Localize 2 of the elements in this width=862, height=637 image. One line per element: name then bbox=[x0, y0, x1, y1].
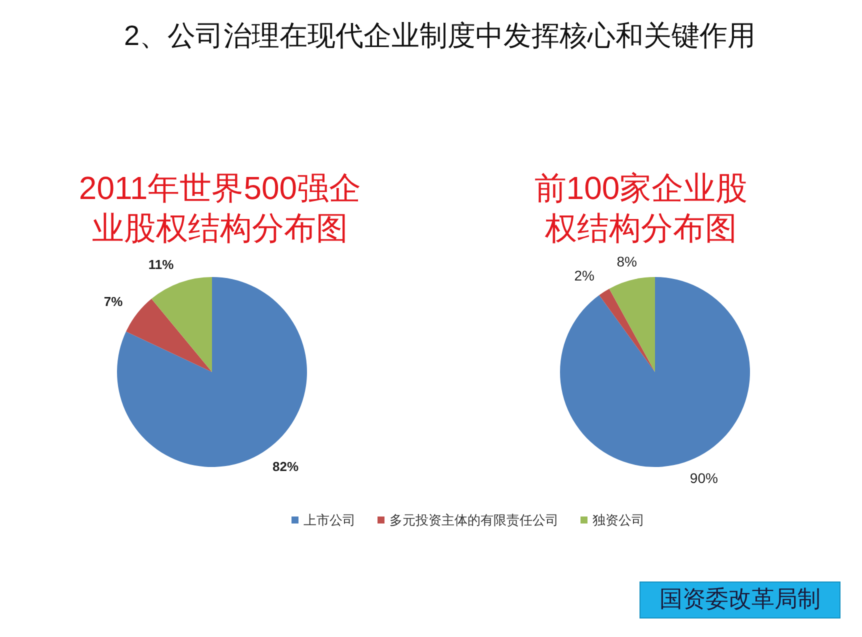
note: 国资委改革局制 bbox=[660, 586, 820, 612]
heading: 2、公司治理在现代企业制度中发挥核心和关键作用 bbox=[124, 20, 756, 51]
